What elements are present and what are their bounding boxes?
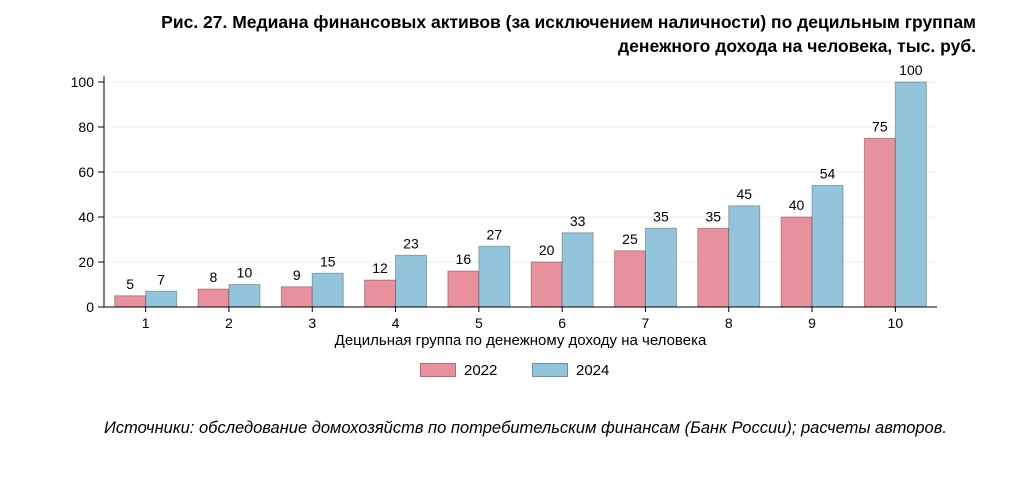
data-label-2022-5: 16 (456, 251, 472, 267)
bar-2022-9 (780, 216, 813, 308)
bar-2022-10 (863, 137, 896, 308)
legend-item-2024: 2024 (532, 360, 609, 380)
legend-label-2024: 2024 (576, 361, 610, 379)
source-note: Источники: обследование домохозяйств по … (104, 419, 947, 437)
data-label-2022-2: 8 (210, 269, 218, 285)
bar-2022-2 (197, 288, 230, 308)
bar-2022-1 (114, 295, 147, 308)
bar-2024-10 (894, 81, 927, 308)
x-tick-label-3: 3 (308, 315, 316, 331)
y-tick-label-60: 60 (78, 164, 94, 180)
bar-2022-7 (613, 250, 646, 308)
chart-title-line-1: Рис. 27. Медиана финансовых активов (за … (161, 12, 976, 32)
data-label-2022-10: 75 (872, 118, 888, 134)
data-label-2024-9: 54 (820, 166, 836, 182)
data-label-2024-6: 33 (570, 213, 586, 229)
data-label-2024-5: 27 (487, 226, 503, 242)
data-label-2024-1: 7 (157, 271, 165, 287)
data-label-2024-8: 45 (736, 186, 752, 202)
data-label-2024-2: 10 (237, 265, 253, 281)
x-tick-label-6: 6 (558, 315, 566, 331)
y-tick-label-80: 80 (78, 119, 94, 135)
bar-2022-6 (530, 261, 563, 308)
x-tick-label-10: 10 (888, 315, 904, 331)
chart-title-line-2: денежного дохода на человека, тыс. руб. (618, 36, 976, 56)
data-label-2024-10: 100 (899, 62, 923, 78)
bar-2024-4 (395, 254, 428, 308)
bar-2022-3 (280, 286, 313, 308)
y-tick-label-20: 20 (78, 254, 94, 270)
bar-2024-9 (811, 185, 844, 308)
data-label-2024-7: 35 (653, 208, 669, 224)
data-label-2022-9: 40 (789, 197, 805, 213)
bar-2024-3 (311, 272, 344, 308)
bar-2022-5 (447, 270, 480, 308)
x-axis-title: Децильная группа по денежному доходу на … (335, 332, 707, 349)
bar-2024-8 (728, 205, 761, 308)
legend: 2022 2024 (0, 360, 1024, 380)
legend-swatch-2024 (532, 363, 568, 377)
x-tick-label-1: 1 (142, 315, 150, 331)
legend-label-2022: 2022 (464, 361, 498, 379)
bar-2024-6 (561, 232, 594, 308)
legend-swatch-2022 (420, 363, 456, 377)
data-label-2022-3: 9 (293, 267, 301, 283)
bar-2024-7 (644, 227, 677, 308)
data-label-2024-4: 23 (403, 235, 419, 251)
bar-2024-5 (478, 245, 511, 308)
data-label-2024-3: 15 (320, 253, 336, 269)
bar-2022-4 (364, 279, 397, 308)
data-label-2022-6: 20 (539, 242, 555, 258)
chart-title: Рис. 27. Медиана финансовых активов (за … (36, 10, 976, 58)
data-label-2022-4: 12 (372, 260, 388, 276)
bar-2024-1 (145, 290, 178, 308)
data-label-2022-7: 25 (622, 231, 638, 247)
data-label-2022-1: 5 (126, 276, 134, 292)
x-tick-label-4: 4 (392, 315, 400, 331)
data-label-2022-8: 35 (705, 208, 721, 224)
y-tick-label-0: 0 (86, 299, 94, 315)
x-tick-label-5: 5 (475, 315, 483, 331)
x-tick-label-2: 2 (225, 315, 233, 331)
x-tick-label-8: 8 (725, 315, 733, 331)
x-tick-label-9: 9 (808, 315, 816, 331)
bar-2024-2 (228, 284, 261, 308)
legend-item-2022: 2022 (420, 360, 497, 380)
y-tick-label-100: 100 (71, 74, 95, 90)
x-tick-label-7: 7 (642, 315, 650, 331)
bar-2022-8 (697, 227, 730, 308)
y-tick-label-40: 40 (78, 209, 94, 225)
